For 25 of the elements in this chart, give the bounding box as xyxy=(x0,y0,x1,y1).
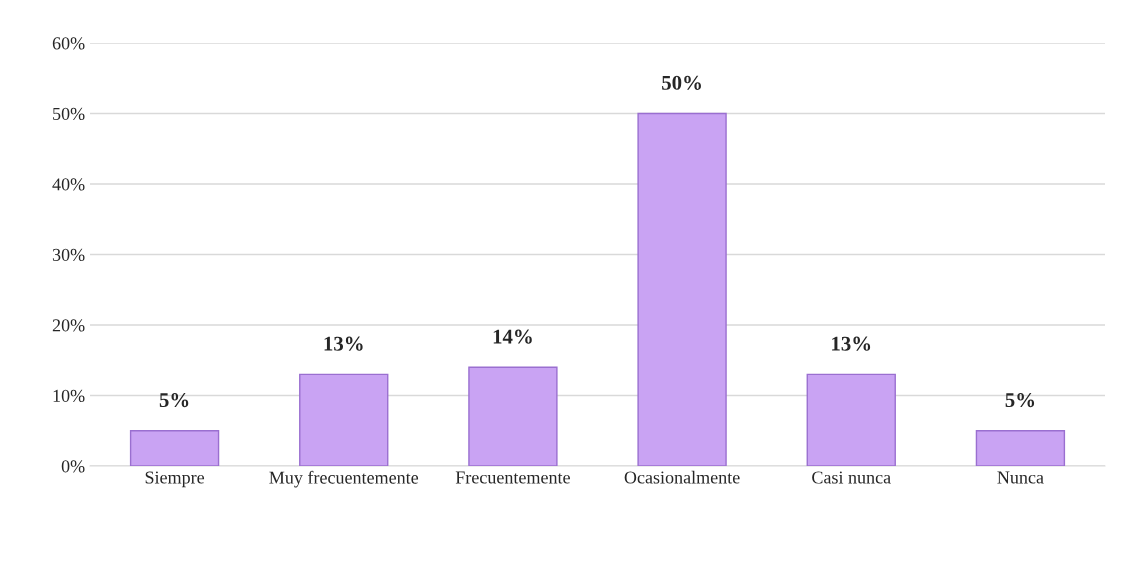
bar xyxy=(637,112,727,466)
x-tick-label: Muy frecuentemente xyxy=(269,470,419,488)
x-tick-label: Frecuentemente xyxy=(455,471,570,484)
data-label: 5% xyxy=(159,393,189,408)
y-tick-label: 60% xyxy=(52,37,85,50)
bar xyxy=(299,373,389,466)
bar xyxy=(468,366,558,466)
bar xyxy=(806,373,896,466)
y-tick-label: 0% xyxy=(61,460,85,473)
y-tick-label: 50% xyxy=(53,107,85,120)
data-label: 13% xyxy=(324,336,363,351)
x-tick-label: Ocasionalmente xyxy=(624,470,740,484)
data-label: 13% xyxy=(832,336,871,351)
x-tick-label: Siempre xyxy=(145,471,205,488)
bar xyxy=(975,430,1066,466)
bar xyxy=(129,430,220,466)
y-tick-label: 20% xyxy=(52,319,85,332)
y-tick-label: 30% xyxy=(52,248,85,261)
x-tick-label: Casi nunca xyxy=(812,471,891,484)
y-tick-label: 40% xyxy=(52,178,85,191)
data-label: 5% xyxy=(1005,393,1035,408)
x-tick-label: Nunca xyxy=(997,471,1044,484)
data-label: 14% xyxy=(493,329,532,344)
data-label: 50% xyxy=(662,75,701,90)
y-tick-label: 10% xyxy=(53,389,85,402)
